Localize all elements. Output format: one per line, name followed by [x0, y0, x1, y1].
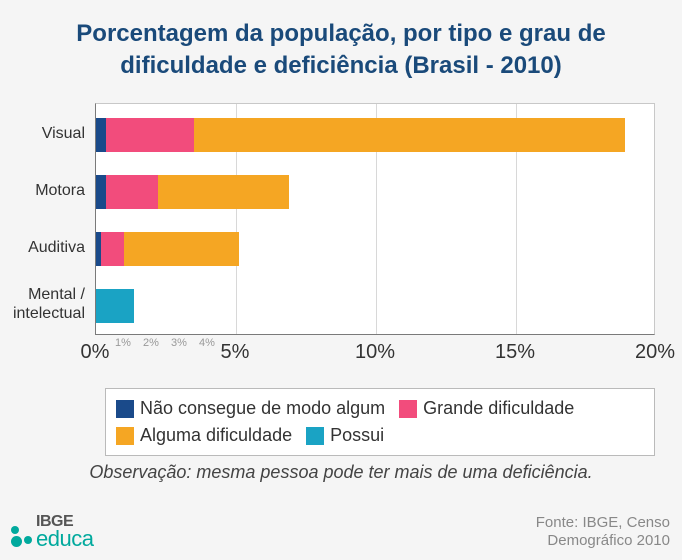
observation-note: Observação: mesma pessoa pode ter mais d… [0, 462, 682, 483]
category-label: Visual [0, 124, 85, 143]
bar-segment [101, 232, 124, 266]
x-axis-minor-tick: 4% [199, 337, 215, 349]
bar-segment [194, 118, 625, 152]
x-axis-major-tick: 0% [81, 341, 110, 364]
x-axis-major-tick: 5% [221, 341, 250, 364]
x-axis-major-tick: 15% [495, 341, 535, 364]
legend-item: Grande dificuldade [399, 395, 574, 422]
category-label: Auditiva [0, 238, 85, 257]
x-axis-major-tick: 20% [635, 341, 675, 364]
x-axis-minor-tick: 2% [143, 337, 159, 349]
x-axis-minor-tick: 3% [171, 337, 187, 349]
legend-swatch-icon [116, 400, 134, 418]
chart-area: VisualMotoraAuditivaMental / intelectual… [95, 103, 655, 335]
legend-label: Não consegue de modo algum [140, 395, 385, 422]
bar-row [96, 118, 654, 152]
bar-segment [106, 118, 194, 152]
bar-row [96, 232, 654, 266]
legend-label: Grande dificuldade [423, 395, 574, 422]
plot-region [95, 103, 655, 335]
legend-swatch-icon [306, 427, 324, 445]
source-text: Fonte: IBGE, Censo Demográfico 2010 [470, 514, 670, 550]
logo-bottom-text: educa [36, 529, 93, 550]
legend-swatch-icon [399, 400, 417, 418]
chart-title: Porcentagem da população, por tipo e gra… [0, 0, 682, 93]
x-axis-major-tick: 10% [355, 341, 395, 364]
bar-segment [158, 175, 290, 209]
x-axis-minor-tick: 1% [115, 337, 131, 349]
bar-segment [96, 289, 134, 323]
legend-swatch-icon [116, 427, 134, 445]
legend-label: Alguma dificuldade [140, 422, 292, 449]
legend-item: Alguma dificuldade [116, 422, 292, 449]
ibge-educa-logo: IBGE educa [10, 514, 93, 550]
bar-row [96, 175, 654, 209]
bar-segment [96, 175, 106, 209]
category-label: Motora [0, 181, 85, 200]
bar-segment [96, 118, 106, 152]
bar-segment [124, 232, 239, 266]
bar-row [96, 289, 654, 323]
bar-segment [106, 175, 158, 209]
legend-item: Não consegue de modo algum [116, 395, 385, 422]
logo-dots-icon [10, 525, 33, 548]
legend-item: Possui [306, 422, 384, 449]
category-label: Mental / intelectual [0, 285, 85, 323]
legend: Não consegue de modo algum Grande dificul… [105, 388, 655, 456]
legend-label: Possui [330, 422, 384, 449]
